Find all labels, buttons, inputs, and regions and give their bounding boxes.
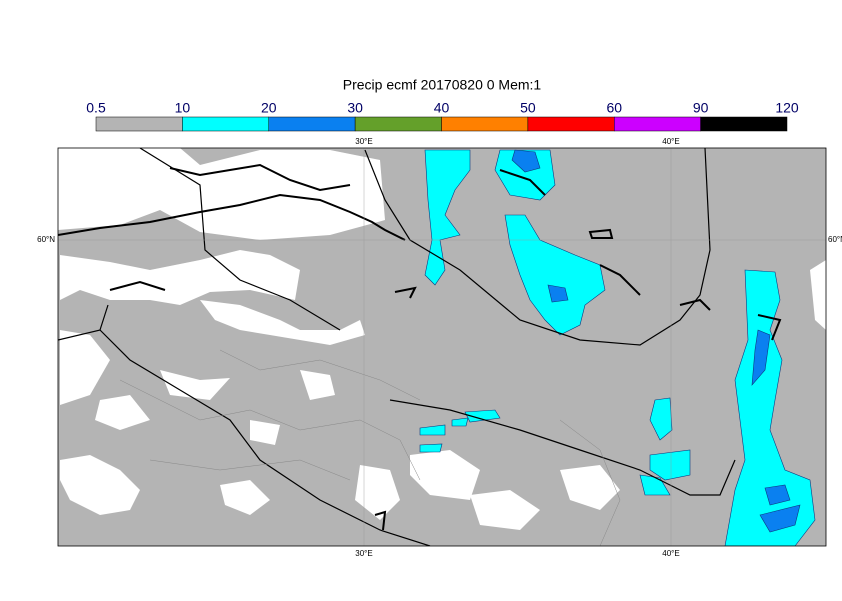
colorbar-label: 90 — [693, 100, 709, 116]
graticule-labels: 30°E 40°E 30°E 40°E 60°N 60°N — [37, 137, 842, 558]
lon-label: 30°E — [355, 137, 372, 146]
colorbar-box — [268, 116, 356, 132]
colorbar-label: 10 — [175, 100, 191, 116]
lon-label: 40°E — [662, 549, 679, 558]
colorbar-label: 0.5 — [86, 100, 106, 116]
colorbar-label: 20 — [261, 100, 277, 116]
lon-label: 30°E — [355, 549, 372, 558]
colorbar-box — [95, 116, 183, 132]
map-area — [58, 148, 826, 546]
colorbar-box — [527, 116, 615, 132]
colorbar-box — [700, 116, 788, 132]
coastlines — [58, 163, 782, 531]
title: Precip ecmf 20170820 0 Mem:1 — [343, 77, 542, 93]
lon-label: 40°E — [662, 137, 679, 146]
light-precip — [419, 149, 816, 546]
colorbar-label: 50 — [520, 100, 536, 116]
colorbar-box — [614, 116, 701, 132]
colorbar-label: 40 — [434, 100, 450, 116]
colorbar-label: 120 — [775, 100, 799, 116]
dry-areas — [58, 148, 826, 530]
colorbar-box — [441, 116, 529, 132]
colorbar-box — [354, 116, 442, 132]
moderate-precip — [511, 149, 801, 533]
colorbar-label: 30 — [347, 100, 363, 116]
lat-label: 60°N — [828, 235, 842, 244]
map-frame — [57, 147, 827, 547]
colorbar: 0.5 10 20 30 40 50 60 90 120 — [86, 100, 799, 132]
colorbar-box — [182, 116, 269, 132]
regional-borders — [119, 349, 621, 546]
lat-label: 60°N — [37, 235, 55, 244]
graticule-lines — [58, 148, 826, 546]
borders — [58, 148, 736, 546]
colorbar-label: 60 — [606, 100, 622, 116]
